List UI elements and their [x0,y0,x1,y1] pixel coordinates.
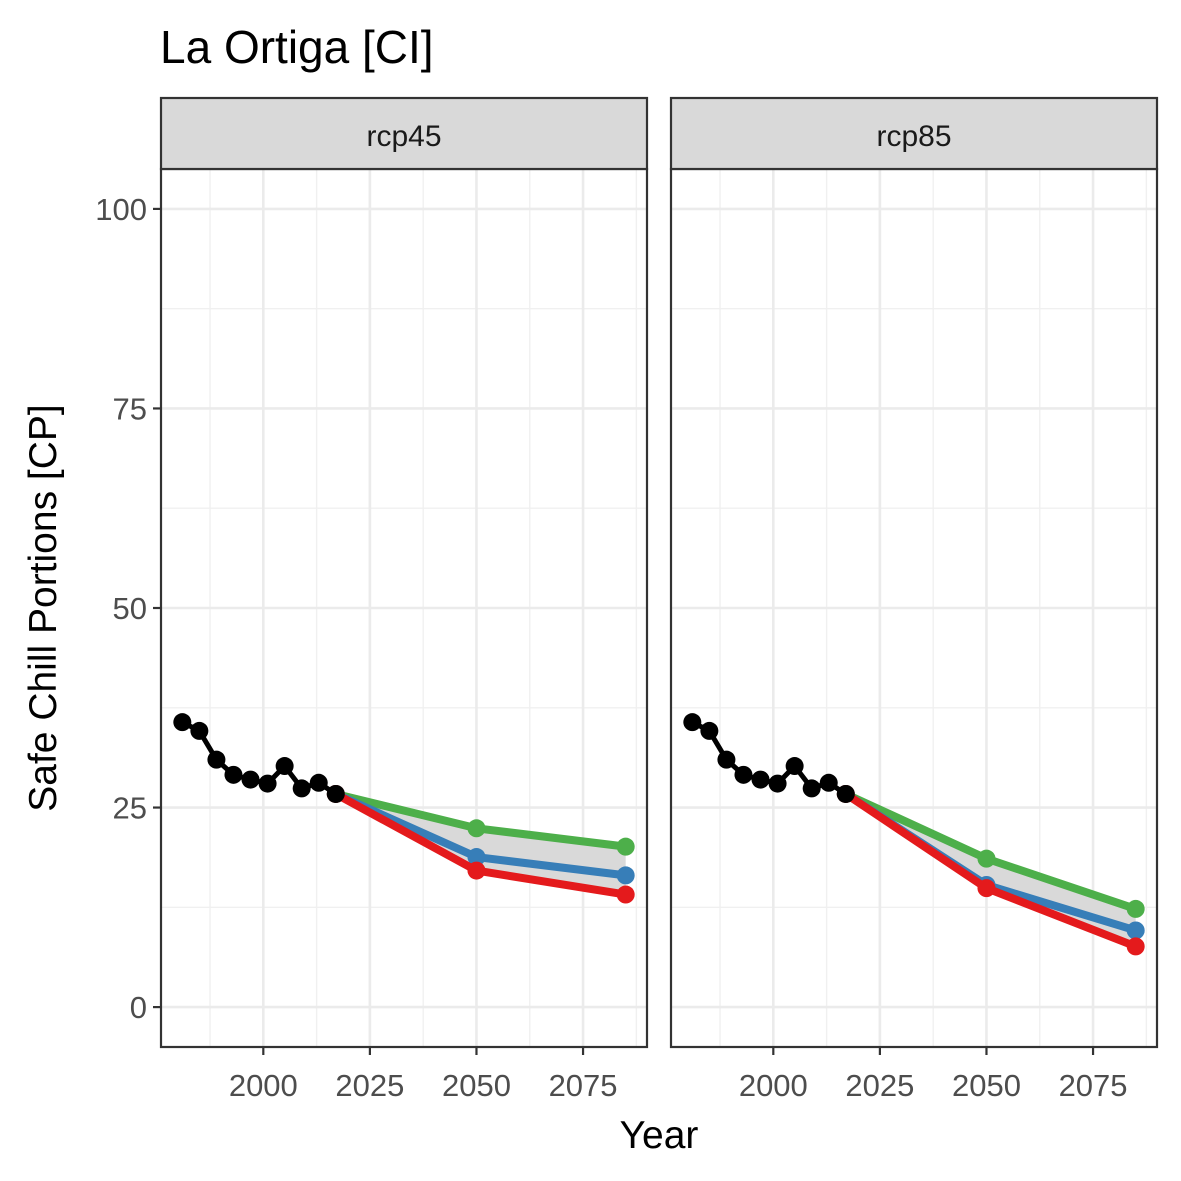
chart-title: La Ortiga [CI] [160,21,434,73]
historic-data-point [785,757,804,776]
historic-data-point [275,757,294,776]
facet-panel-rcp85: rcp85 [669,96,1159,1049]
x-axis: 2000 2025 2050 2075 2000 2025 2050 2075 [229,1047,1128,1103]
historic-data-point [683,713,702,732]
historic-data-point [292,779,311,798]
y-axis: 0 25 50 75 100 [95,192,161,1025]
facet-strip [669,96,1159,171]
historic-data-point [768,774,787,793]
historic-data-point [173,713,192,732]
x-tick-label: 2000 [229,1068,298,1103]
intermediate-data-point [467,848,486,867]
optimistic-data-point [616,837,635,856]
chart-panels: rcp45 rcp85 [159,96,1159,1049]
historic-data-point [751,770,770,789]
pessimistic-data-point [616,885,635,904]
x-tick-label: 2000 [739,1068,808,1103]
y-tick-label: 50 [113,591,147,626]
historic-data-point [241,770,260,789]
historic-data-point [819,773,838,792]
facet-strip-label: rcp85 [876,120,951,153]
historic-data-point [224,765,243,784]
x-tick-label: 2050 [952,1068,1021,1103]
y-axis-title: Safe Chill Portions [CP] [22,404,65,812]
optimistic-data-point [977,849,996,868]
historic-data-point [734,765,753,784]
x-tick-label: 2025 [335,1068,404,1103]
historic-data-point [700,721,719,740]
x-tick-label: 2075 [1059,1068,1128,1103]
intermediate-data-point [616,866,635,885]
historic-data-point [190,721,209,740]
y-tick-label: 75 [113,391,147,426]
y-tick-label: 100 [95,192,147,227]
x-tick-label: 2050 [442,1068,511,1103]
optimistic-data-point [1126,899,1145,918]
historic-data-point [207,750,226,769]
facet-strip [159,96,649,171]
x-axis-title: Year [620,1114,699,1157]
pessimistic-data-point [977,879,996,898]
historic-data-point [802,779,821,798]
pessimistic-data-point [467,861,486,880]
historic-data-point [717,750,736,769]
facet-strip-label: rcp45 [366,120,441,153]
historic-data-point [836,784,855,803]
x-tick-label: 2075 [549,1068,618,1103]
optimistic-data-point [467,819,486,838]
historic-data-point [326,784,345,803]
y-tick-label: 0 [130,990,147,1025]
intermediate-data-point [1126,921,1145,940]
historic-data-point [309,773,328,792]
y-tick-label: 25 [113,791,147,826]
historic-data-point [258,774,277,793]
pessimistic-data-point [1126,937,1145,956]
x-tick-label: 2025 [845,1068,914,1103]
facet-panel-rcp45: rcp45 [159,96,649,1049]
